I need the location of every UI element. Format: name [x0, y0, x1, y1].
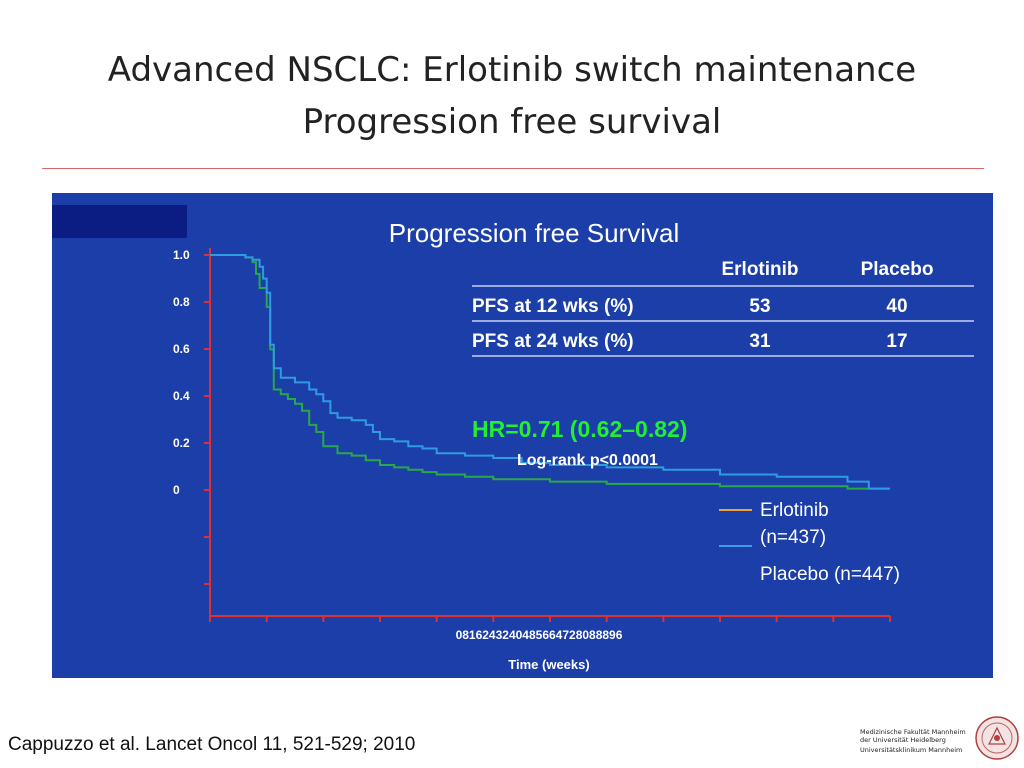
legend-erlotinib-count: (n=437) [760, 527, 826, 548]
legend: Erlotinib (n=437) Placebo (n=447) [719, 500, 900, 585]
logrank-p: Log-rank p<0.0001 [517, 452, 658, 469]
slide-title: Advanced NSCLC: Erlotinib switch mainten… [0, 44, 1024, 148]
table-row2-label: PFS at 24 wks (%) [472, 331, 634, 352]
km-chart: Progression free Survival 1.0 0.8 0.6 0.4 0.… [173, 218, 974, 672]
title-divider [42, 168, 984, 169]
slide-title-line1: Advanced NSCLC: Erlotinib switch mainten… [107, 50, 917, 90]
series-erlotinib-line [210, 254, 890, 490]
table-row2-erlotinib: 31 [749, 331, 771, 352]
y-tick-label: 0.6 [173, 342, 190, 356]
logo-line2: der Universität Heidelberg [860, 736, 946, 744]
slide-title-line2: Progression free survival [302, 102, 722, 142]
series-placebo-line [210, 254, 890, 490]
citation: Cappuzzo et al. Lancet Oncol 11, 521-529… [8, 734, 416, 755]
table-row1-label: PFS at 12 wks (%) [472, 296, 634, 317]
y-tick-label: 0.8 [173, 295, 190, 309]
legend-erlotinib-label: Erlotinib [760, 500, 829, 521]
logo-line3: Universitätsklinikum Mannheim [860, 746, 963, 754]
logo-line1: Medizinische Fakultät Mannheim [860, 728, 966, 736]
table-row2-placebo: 17 [886, 331, 907, 352]
y-tick-label: 0.2 [173, 436, 190, 450]
table-row1-placebo: 40 [886, 296, 907, 317]
x-axis-label: Time (weeks) [508, 657, 589, 672]
y-tick-label: 1.0 [173, 248, 190, 262]
hazard-ratio: HR=0.71 (0.62–0.82) [472, 416, 687, 442]
y-tick-label: 0.4 [173, 389, 190, 403]
institution-logo-text: Medizinische Fakultät Mannheim der Unive… [860, 728, 980, 754]
x-tick-labels: 0816243240485664728088896 [456, 628, 623, 642]
chart-panel [52, 193, 993, 678]
y-tick-label: 0 [173, 483, 180, 497]
university-seal-icon [975, 716, 1019, 760]
table-header-placebo: Placebo [861, 259, 934, 280]
pfs-table: Erlotinib Placebo PFS at 12 wks (%) 53 4… [472, 259, 974, 357]
axes [204, 248, 891, 622]
chart-title: Progression free Survival [389, 218, 679, 248]
chart-label-mask [52, 205, 187, 238]
table-row1-erlotinib: 53 [749, 296, 770, 317]
table-header-erlotinib: Erlotinib [721, 259, 798, 280]
legend-placebo-label: Placebo (n=447) [760, 564, 900, 585]
